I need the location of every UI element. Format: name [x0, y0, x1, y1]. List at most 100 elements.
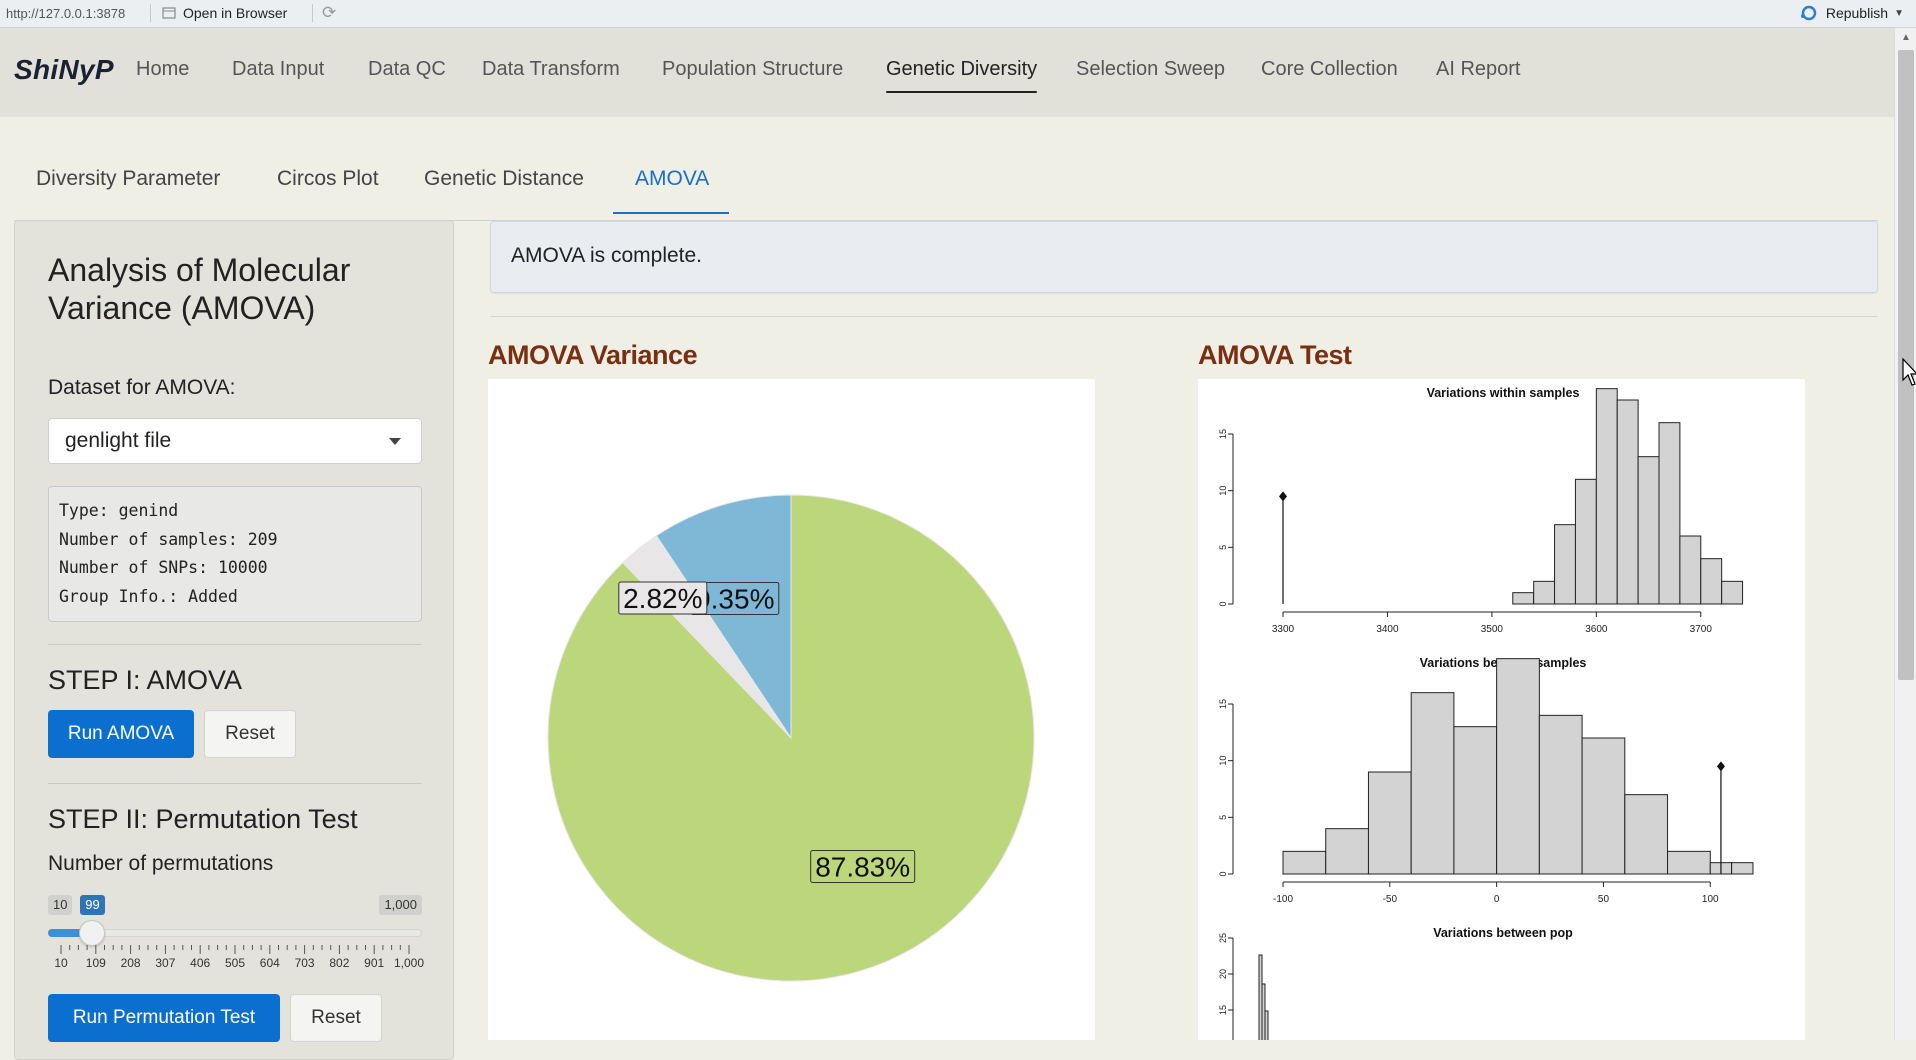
info-line: Number of samples: 209 [59, 529, 278, 549]
amova-test-histograms: Variations within samples 3300 3400 3500 360… [1218, 386, 1754, 1047]
histogram-bar [1667, 850, 1711, 875]
x-tick-label: -100 [1273, 894, 1293, 905]
permutations-slider[interactable]: 10 1,000 99 10 109 208 307 406 505 604 703 802 90… [48, 895, 424, 970]
histogram-bar [1721, 580, 1744, 605]
run-permutation-button[interactable]: Run Permutation Test [48, 994, 280, 1042]
top-navbar: ShiNyP Home Data Input Data QC Data Tran… [0, 28, 1894, 117]
tab-diversity-parameter[interactable]: Diversity Parameter [36, 167, 221, 190]
histogram-bar [1595, 388, 1618, 605]
dataset-select-value: genlight file [65, 429, 172, 452]
histogram-bar [1731, 862, 1754, 875]
histogram-bar [1624, 794, 1669, 875]
open-in-browser-button[interactable]: Open in Browser [162, 5, 287, 21]
y-tick-label: 10 [1218, 486, 1228, 496]
nav-genetic-diversity[interactable]: Genetic Diversity [886, 58, 1038, 93]
slider-handle[interactable] [79, 920, 106, 946]
pie-slice [655, 494, 792, 740]
nav-population-structure[interactable]: Population Structure [662, 58, 844, 80]
nav-selection-sweep[interactable]: Selection Sweep [1076, 58, 1225, 80]
info-line: Group Info.: Added [59, 586, 238, 606]
histogram-bar [1581, 737, 1626, 875]
x-tick-label: 50 [1598, 894, 1610, 905]
histogram-bar [1282, 850, 1327, 875]
info-line: Type: genind [59, 501, 179, 520]
nav-data-input[interactable]: Data Input [232, 58, 325, 80]
nav-home[interactable]: Home [136, 58, 190, 80]
amova-variance-title: AMOVA Variance [488, 340, 698, 370]
divider [48, 644, 422, 645]
slider-tick-label: 109 [85, 956, 106, 970]
diversity-tabs: Diversity Parameter Circos Plot Genetic … [14, 160, 1878, 221]
page-scrollbar[interactable]: ▲ [1894, 28, 1916, 1040]
url-text: http://127.0.0.1:3878 [6, 6, 126, 21]
nav-ai-report[interactable]: AI Report [1436, 58, 1521, 80]
status-message: AMOVA is complete. [490, 221, 1878, 293]
slider-tick-label: 505 [224, 956, 246, 970]
y-tick-label: 5 [1218, 815, 1228, 820]
chevron-down-icon: ▼ [1894, 7, 1904, 19]
run-amova-button[interactable]: Run AMOVA [48, 710, 194, 758]
histogram-bar [1367, 771, 1412, 875]
pie-label-box [618, 581, 708, 615]
info-line: Number of SNPs: 10000 [59, 558, 268, 577]
scroll-up-icon[interactable]: ▲ [1901, 32, 1911, 43]
variance-plot-panel: 9.35% 2.82% 87.83% [488, 379, 1095, 1040]
x-tick-label: 3400 [1376, 624, 1399, 635]
republish-button[interactable]: Republish ▼ [1800, 5, 1904, 21]
toolbar-divider [312, 4, 313, 22]
histogram-bar [1496, 658, 1540, 875]
test-plot-panel: Variations within samples 3300 3400 3500 360… [1198, 379, 1805, 1047]
dataset-label: Dataset for AMOVA: [48, 376, 236, 399]
browser-toolbar: http://127.0.0.1:3878 Open in Browser ⟳ … [0, 0, 1916, 28]
y-tick-label: 5 [1218, 545, 1228, 550]
nav-core-collection[interactable]: Core Collection [1261, 58, 1398, 80]
nav-data-transform[interactable]: Data Transform [482, 58, 620, 80]
y-tick-label: 15 [1218, 1005, 1228, 1015]
reset-permutation-button[interactable]: Reset [290, 994, 382, 1042]
open-in-browser-label: Open in Browser [183, 5, 288, 21]
histogram-bar [1264, 1010, 1269, 1047]
tab-amova[interactable]: AMOVA [612, 167, 730, 214]
x-tick-label: -50 [1383, 894, 1398, 905]
y-tick-label: 0 [1218, 601, 1228, 606]
histogram-bar [1554, 524, 1576, 605]
slider-value-badge: 99 [80, 895, 105, 915]
browser-window-icon [162, 6, 176, 19]
status-text: AMOVA is complete. [511, 244, 703, 267]
y-tick-label: 15 [1218, 699, 1228, 709]
pie-label-box [810, 850, 916, 884]
slider-max-badge: 1,000 [379, 895, 422, 915]
divider [48, 783, 422, 784]
pie-label: 9.35% [695, 583, 774, 614]
tab-circos-plot[interactable]: Circos Plot [277, 167, 379, 190]
amova-test-title: AMOVA Test [1198, 340, 1352, 370]
mouse-cursor-icon [1902, 358, 1916, 386]
slider-tick-label: 406 [190, 956, 211, 970]
slider-fill [48, 929, 93, 937]
dataset-select[interactable]: genlight file [48, 418, 422, 464]
slider-tick-label: 10 [54, 956, 68, 970]
y-tick-label: 10 [1218, 756, 1228, 766]
histogram-title: Variations between pop [1433, 926, 1573, 940]
x-tick-label: 3500 [1481, 624, 1504, 635]
reset-amova-button[interactable]: Reset [204, 710, 296, 758]
histogram-bar [1637, 456, 1660, 605]
slider-tick-label: 208 [120, 956, 141, 970]
pie-label: 87.83% [815, 852, 910, 883]
slider-ticks [60, 945, 410, 954]
sidebar-title: Analysis of Molecular Variance (AMOVA) [48, 252, 351, 326]
y-tick-label: 25 [1218, 933, 1228, 943]
amova-sidebar: Analysis of Molecular Variance (AMOVA) D… [14, 220, 454, 1060]
nav-data-qc[interactable]: Data QC [368, 58, 446, 80]
tab-genetic-distance[interactable]: Genetic Distance [424, 167, 584, 190]
reload-icon[interactable]: ⟳ [322, 3, 337, 22]
x-tick-label: 3600 [1585, 624, 1608, 635]
amova-variance-pie-chart: 9.35%2.82% 87.83% [547, 494, 1035, 982]
pie-slice [547, 494, 1035, 982]
y-tick-label: 15 [1218, 429, 1228, 439]
step2-heading: STEP II: Permutation Test [48, 804, 358, 834]
histogram-bar [1574, 478, 1597, 605]
brand-logo[interactable]: ShiNyP [14, 54, 114, 85]
slider-tick-label: 901 [364, 956, 385, 970]
histogram-bar [1538, 714, 1583, 875]
